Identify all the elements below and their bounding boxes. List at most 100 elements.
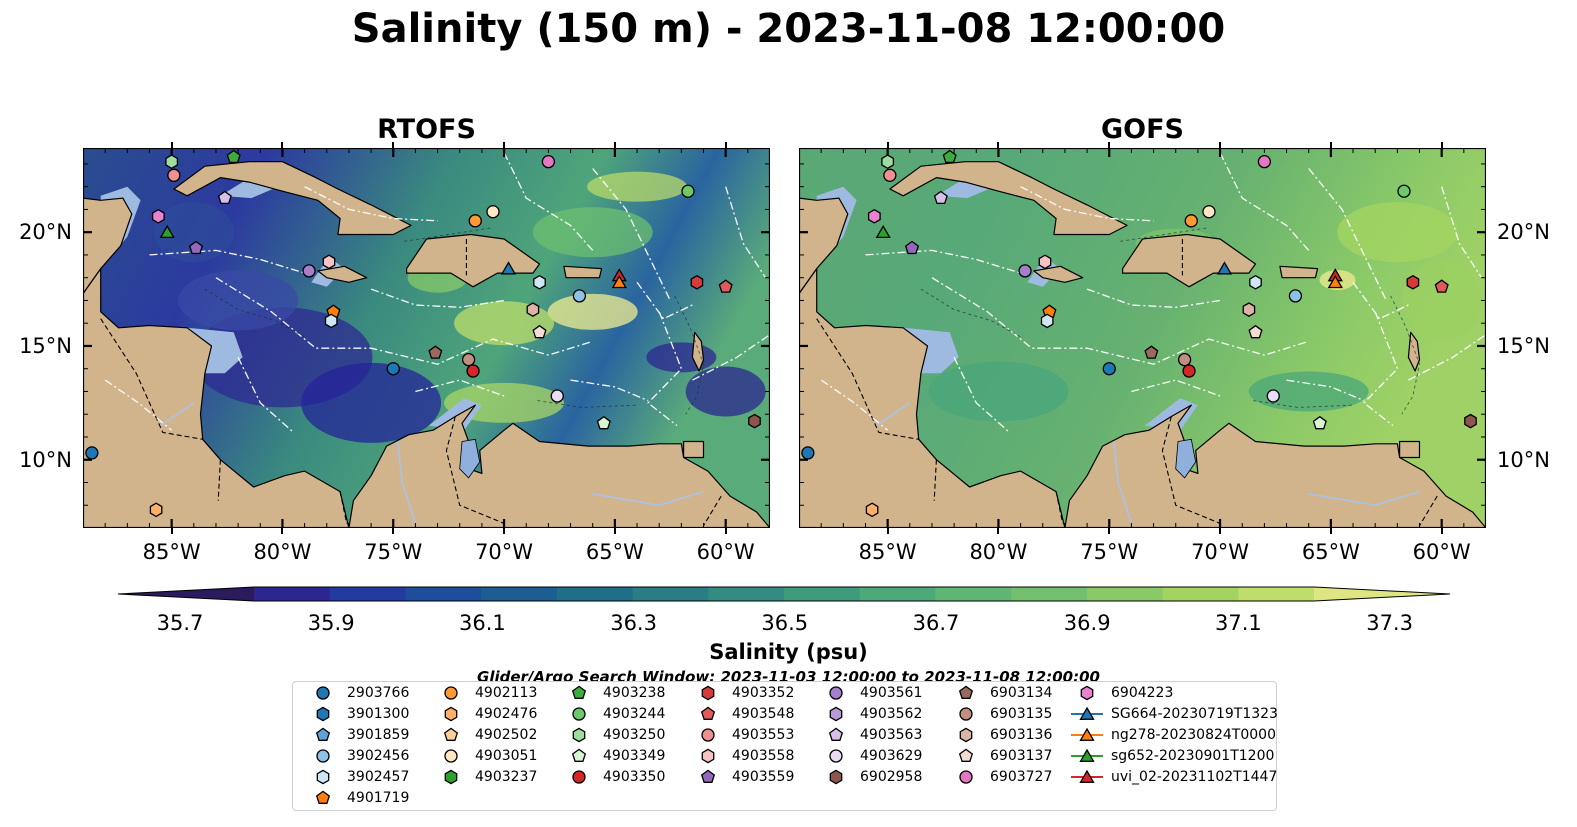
observation-marker — [1184, 214, 1198, 228]
lon-tick — [170, 142, 173, 148]
legend-item: 4903558 — [688, 746, 813, 766]
lon-tick-label: 80°W — [253, 540, 312, 564]
legend-label: 4903563 — [860, 727, 923, 743]
observation-marker — [1040, 313, 1054, 329]
observation-marker — [865, 502, 879, 518]
legend-item: 4902113 — [431, 683, 556, 703]
observation-marker — [302, 264, 316, 278]
pentagon-marker-icon — [571, 685, 587, 699]
lon-tick — [997, 142, 1000, 148]
observation-marker — [1182, 364, 1196, 378]
observation-marker — [1397, 184, 1411, 198]
observation-marker — [324, 313, 338, 329]
triangle-marker-icon — [1071, 706, 1103, 720]
hexagon-marker-icon — [572, 727, 586, 743]
observation-marker — [159, 224, 175, 239]
observation-marker — [461, 352, 476, 367]
observation-marker — [904, 240, 920, 255]
colorbar-tick-label: 36.9 — [1063, 611, 1111, 635]
lon-tick-label: 60°W — [696, 540, 755, 564]
observation-marker — [1434, 279, 1449, 293]
observation-marker — [748, 413, 761, 429]
pentagon-marker-icon — [700, 706, 716, 720]
observation-marker — [1216, 261, 1233, 275]
legend-label: 6903135 — [990, 706, 1053, 722]
lon-tick — [1108, 528, 1111, 534]
legend-label: 6904223 — [1111, 685, 1174, 701]
observation-marker — [468, 214, 482, 228]
observation-marker — [718, 279, 733, 293]
hexagon-marker-icon — [316, 706, 330, 722]
lon-tick — [1108, 142, 1111, 148]
lon-tick — [1440, 528, 1443, 534]
circle-marker-icon — [444, 686, 458, 700]
legend-label: sg652-20230901T1200 — [1111, 748, 1275, 764]
observation-marker — [1266, 389, 1280, 403]
lon-tick — [503, 528, 506, 534]
legend-item: 4901719 — [303, 788, 428, 808]
observation-marker — [226, 149, 241, 164]
lon-tick — [1329, 528, 1332, 534]
legend-label: 2903766 — [347, 685, 410, 701]
map-canvas — [83, 148, 770, 528]
observation-marker — [611, 275, 627, 289]
legend-label: 4903244 — [603, 706, 666, 722]
pentagon-marker-icon — [958, 685, 974, 699]
panel-title-rtofs: RTOFS — [377, 114, 476, 145]
observation-marker — [151, 208, 165, 224]
legend-item: 4903238 — [559, 683, 684, 703]
triangle-marker-icon — [1071, 748, 1103, 762]
legend-label: 6903134 — [990, 685, 1053, 701]
legend-label: 4903237 — [475, 769, 538, 785]
legend-label: 4903558 — [732, 748, 795, 764]
legend-item: 2903766 — [303, 683, 428, 703]
legend-label: 6903136 — [990, 727, 1053, 743]
legend-item: SG664-20230719T1323 — [1067, 704, 1278, 724]
legend-label: 4903051 — [475, 748, 538, 764]
legend-item: 4903559 — [688, 767, 813, 787]
colorbar-title: Salinity (psu) — [709, 640, 868, 664]
observation-marker — [486, 205, 500, 219]
panel-title-gofs: GOFS — [1100, 114, 1184, 145]
legend-item: 4903561 — [816, 683, 941, 703]
lat-tick-label: 20°N — [19, 220, 72, 245]
observation-marker — [532, 324, 547, 339]
observation-marker — [942, 149, 957, 164]
circle-marker-icon — [572, 707, 586, 721]
observation-marker — [550, 389, 564, 403]
lon-tick-label: 85°W — [142, 540, 201, 564]
lon-tick — [1440, 142, 1443, 148]
legend-item: 4902476 — [431, 704, 556, 724]
observation-marker — [428, 345, 443, 359]
observation-marker — [1312, 415, 1327, 430]
observation-marker — [875, 224, 891, 239]
hexagon-marker-icon — [829, 706, 843, 722]
observation-marker — [500, 261, 517, 275]
observation-marker — [933, 190, 948, 205]
hexagon-marker-icon — [444, 706, 458, 722]
lon-tick — [503, 142, 506, 148]
legend-item: 4903548 — [688, 704, 813, 724]
legend-item: 4903563 — [816, 725, 941, 745]
lon-tick-label: 65°W — [1301, 540, 1360, 564]
observation-marker — [386, 362, 400, 376]
colorbar-tick-label: 36.1 — [459, 611, 506, 635]
circle-marker-icon — [316, 749, 330, 763]
lon-tick — [613, 528, 616, 534]
hexagon-marker-icon — [829, 769, 843, 785]
legend-item: 6903137 — [946, 746, 1071, 766]
legend-label: 4903562 — [860, 706, 923, 722]
observation-marker — [188, 240, 204, 255]
legend-item: 6903134 — [946, 683, 1071, 703]
colorbar — [118, 586, 1450, 602]
legend-label: 4901719 — [347, 790, 410, 806]
lat-tick-label: 10°N — [1497, 447, 1550, 472]
lon-tick-label: 65°W — [585, 540, 644, 564]
observation-marker — [801, 446, 815, 460]
circle-marker-icon — [701, 728, 715, 742]
pentagon-marker-icon — [700, 769, 716, 783]
colorbar-tick-label: 36.5 — [761, 611, 809, 635]
legend-item: 3901300 — [303, 704, 428, 724]
hexagon-marker-icon — [444, 769, 458, 785]
lon-tick-label: 85°W — [858, 540, 917, 564]
